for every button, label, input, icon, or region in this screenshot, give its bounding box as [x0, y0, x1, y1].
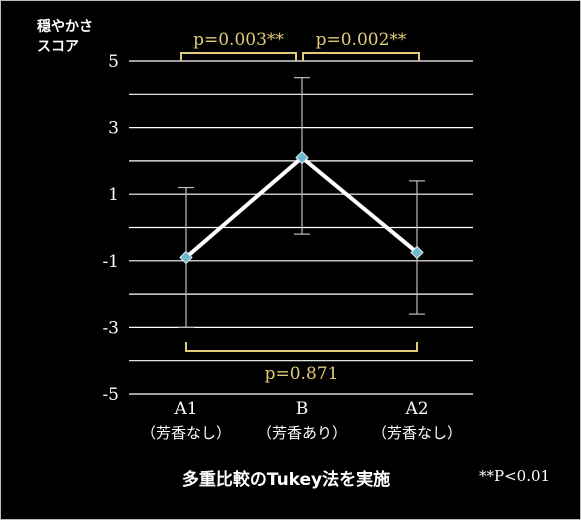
y-axis-label-line-1: 穏やかさ — [37, 19, 93, 35]
comparison-bracket — [302, 52, 420, 61]
x-tick-label: B — [296, 399, 309, 419]
p-value-label: p=0.002** — [316, 30, 407, 50]
data-point — [410, 245, 424, 260]
p-value-label: p=0.871 — [265, 364, 339, 384]
p-value-label: p=0.003** — [193, 30, 284, 50]
y-tick-label: 1 — [108, 185, 119, 205]
y-tick-label: -3 — [102, 318, 119, 338]
data-point — [179, 250, 193, 265]
x-tick-sublabel: （芳香なし） — [141, 424, 231, 442]
y-axis-label: 穏やかさ スコア — [37, 17, 117, 57]
x-tick-label: A1 — [173, 399, 197, 419]
chart-caption: 多重比較のTukey法を実施 — [181, 470, 391, 490]
comparison-bracket — [185, 342, 418, 352]
y-tick-label: -1 — [102, 252, 119, 272]
x-tick-sublabel: （芳香あり） — [257, 424, 347, 442]
y-axis-label-line-2: スコア — [37, 39, 79, 55]
comparison-bracket — [180, 52, 297, 61]
y-tick-label: 5 — [108, 52, 119, 72]
x-tick-label: A2 — [404, 399, 428, 419]
data-point — [295, 150, 309, 165]
y-tick-label: -5 — [102, 385, 119, 405]
significance-note: **P<0.01 — [479, 467, 551, 485]
x-tick-sublabel: （芳香なし） — [372, 424, 462, 442]
y-tick-label: 3 — [108, 119, 119, 139]
